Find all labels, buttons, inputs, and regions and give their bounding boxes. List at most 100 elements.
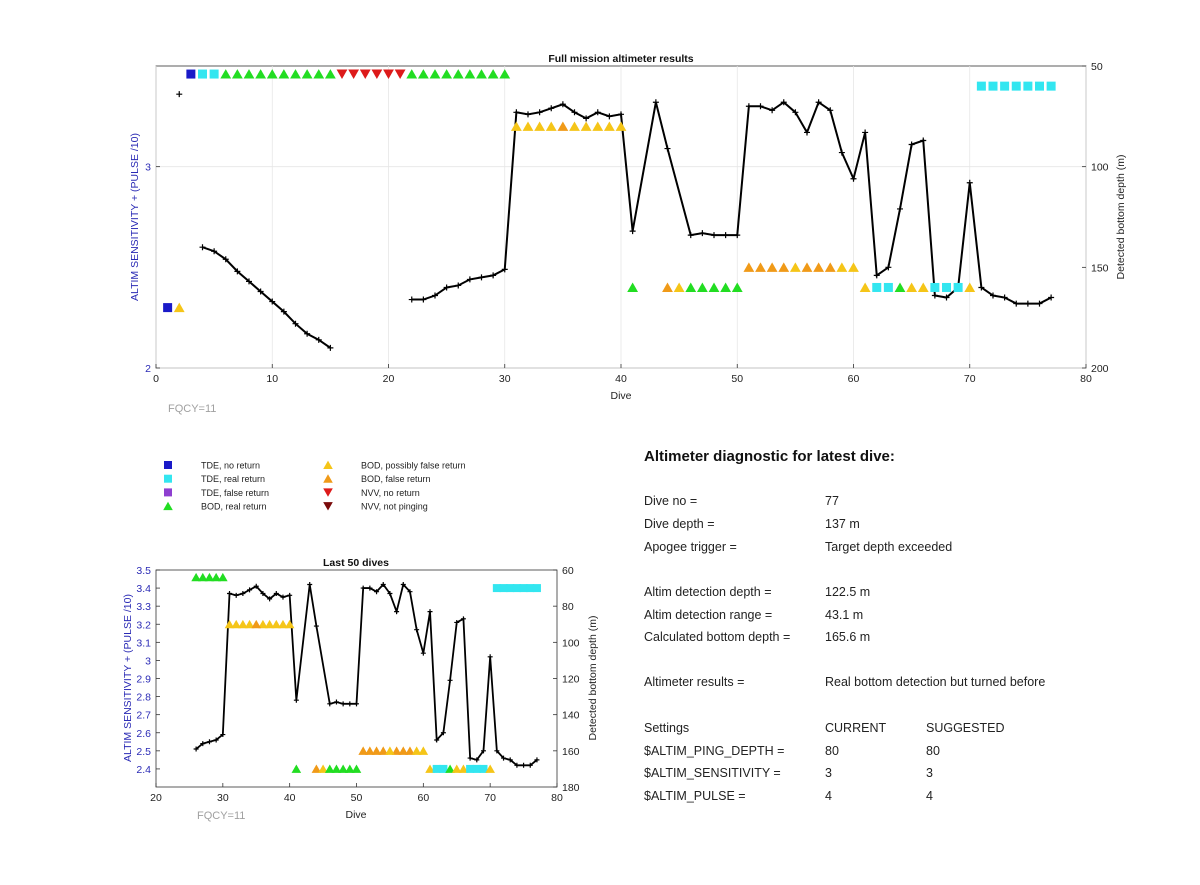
y-right-tick-label: 80 (562, 601, 574, 613)
bottom-depth-point (757, 103, 764, 110)
tde-real-return-marker (519, 584, 528, 593)
bottom-depth-point (307, 581, 313, 587)
bottom-depth-point (838, 149, 845, 156)
y-left-tick-label: 3.4 (136, 583, 151, 595)
x-tick-label: 70 (964, 373, 976, 385)
bottom-depth-point (536, 109, 543, 116)
bottom-depth-point (618, 111, 624, 118)
bod-false-return-marker (813, 262, 825, 272)
legend-label: BOD, false return (361, 474, 431, 484)
bod-possibly-false-marker (485, 764, 495, 773)
last-50-dives-chart: 20 30 40 50 60 70 80 2.4 2.5 2.6 2.7 2.8 2.9 3 3.1 3.2 3… (122, 557, 599, 822)
bod-possibly-false-marker (848, 262, 859, 272)
bottom-depth-point (583, 115, 590, 122)
bod-real-return-marker (163, 501, 173, 511)
bod-false-return-marker (358, 746, 368, 755)
bottom-depth-line (202, 246, 331, 349)
tde-real-return-marker (479, 764, 488, 773)
bod-real-return-marker (290, 69, 301, 79)
bod-real-return-marker (499, 69, 511, 79)
bod-real-return-marker (441, 69, 453, 79)
setting-current: 4 (825, 789, 832, 803)
bottom-depth-point (466, 276, 473, 283)
bod-possibly-false-marker (569, 121, 580, 131)
bod-real-return-marker (452, 69, 464, 79)
dive-no-label: Dive no = (644, 494, 698, 508)
x-tick-label: 40 (615, 373, 627, 385)
bod-real-return-marker (231, 69, 243, 79)
bottom-depth-point (664, 145, 671, 152)
bod-real-return-marker (266, 69, 278, 79)
bottom-depth-point (420, 650, 426, 656)
current-header: CURRENT (825, 721, 887, 735)
bottom-depth-point (629, 228, 636, 235)
y-left-tick-label: 3.5 (136, 565, 151, 577)
bod-possibly-false-marker (522, 121, 534, 131)
bottom-depth-point (380, 581, 386, 587)
bottom-depth-point (571, 109, 578, 116)
tde-real-return-marker (492, 584, 501, 593)
bottom-depth-point (527, 762, 533, 768)
x-tick-label: 60 (417, 792, 429, 804)
bottom-depth-point (440, 730, 446, 736)
bottom-depth-point (287, 592, 293, 598)
bod-false-return-marker (405, 746, 415, 755)
nvv-not-pinging-marker (323, 502, 333, 511)
legend-label: BOD, possibly false return (361, 461, 466, 471)
bod-possibly-false-marker (592, 121, 604, 131)
bottom-depth-point (606, 113, 613, 120)
bottom-depth-point (792, 109, 799, 116)
settings-header: Settings (644, 721, 690, 735)
bottom-depth-point (494, 748, 500, 754)
bottom-depth-point (480, 748, 486, 754)
bod-real-return-marker (445, 764, 455, 773)
tde-real-return-marker (976, 81, 986, 91)
bottom-depth-point (559, 101, 566, 108)
bottom-depth-point (292, 320, 299, 327)
bod-real-return-marker (324, 69, 336, 79)
y-right-tick-label: 200 (1091, 363, 1109, 375)
nvv-no-return-marker (371, 69, 383, 80)
bottom-depth-point (548, 105, 555, 112)
legend: TDE, no return TDE, real return TDE, false… (163, 460, 466, 512)
bottom-depth-point (280, 594, 286, 600)
apogee-trigger-value: Target depth exceeded (825, 540, 953, 554)
bod-real-return-marker (291, 764, 302, 773)
nvv-no-return-marker (336, 69, 348, 80)
bod-possibly-false-marker (323, 460, 333, 469)
dive-depth-value: 137 m (825, 517, 860, 531)
bod-real-return-marker (487, 69, 499, 79)
y-right-tick-label: 60 (562, 565, 574, 577)
tick-labels: 20 30 40 50 60 70 80 2.4 2.5 2.6 2.7 2.8 2.9 3 3.1 3.2 3… (136, 565, 579, 804)
bottom-depth-point (246, 278, 252, 285)
detection-range-value: 43.1 m (825, 608, 864, 622)
bod-real-return-marker (685, 282, 697, 292)
bottom-depth-point (407, 589, 413, 595)
bod-false-return-marker (778, 262, 790, 272)
fqcy-annotation: FQCY=11 (197, 810, 245, 822)
bottom-depth-point (885, 264, 892, 271)
bod-possibly-false-marker (425, 764, 435, 773)
y-left-tick-label: 2.5 (136, 746, 151, 758)
bottom-depth-point (427, 609, 433, 615)
bottom-depth-point (227, 591, 233, 597)
bottom-depth-lines (176, 91, 1055, 351)
chart-title: Last 50 dives (323, 557, 389, 569)
bod-possibly-false-marker (545, 121, 557, 131)
bottom-depth-point (387, 591, 393, 597)
x-tick-label: 70 (484, 792, 496, 804)
bottom-depth-point (327, 701, 333, 707)
bottom-depth-point (478, 274, 485, 281)
bod-possibly-false-marker (385, 746, 395, 755)
setting-suggested: 4 (926, 789, 933, 803)
bod-real-return-marker (406, 69, 418, 79)
bottom-depth-point (652, 99, 659, 106)
nvv-no-return-marker (348, 69, 360, 80)
bottom-depth-point (247, 587, 253, 593)
bottom-depth-point (260, 591, 266, 597)
y-left-tick-label: 2 (145, 363, 151, 375)
tde-real-return-marker (432, 764, 441, 773)
x-tick-label: 30 (217, 792, 229, 804)
nvv-no-return-marker (383, 69, 394, 80)
tde-real-return-marker (942, 282, 951, 292)
